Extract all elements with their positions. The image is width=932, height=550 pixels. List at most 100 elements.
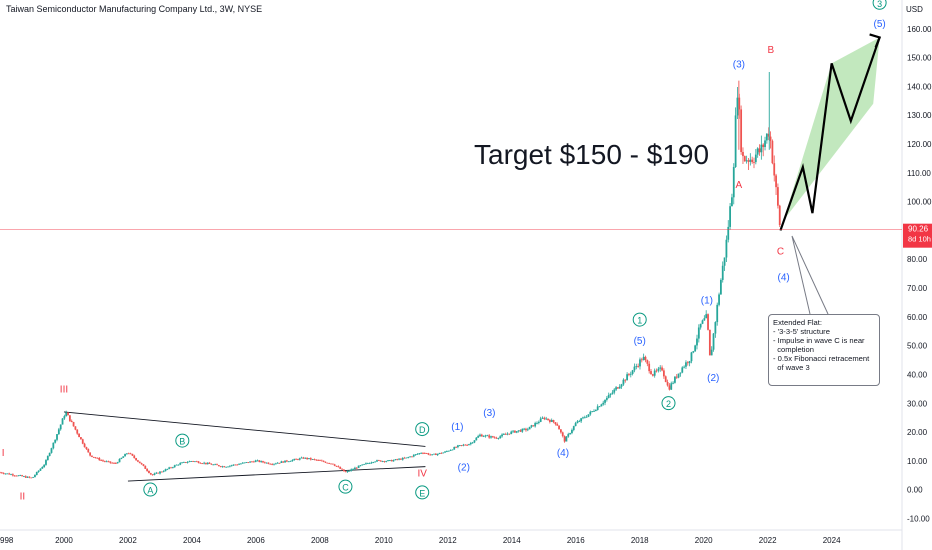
candle-body [311,459,314,460]
x-tick-label: 2016 [567,536,585,545]
target-annotation: Target $150 - $190 [474,139,709,170]
wave-label: (4) [557,448,569,459]
candle-body [326,462,329,464]
candle-body [751,159,754,163]
candle-body [659,367,662,369]
x-tick-label: 2000 [55,536,73,545]
x-tick-label: 2024 [823,536,841,545]
candle-body [552,419,555,423]
candle-body [528,426,531,430]
candle-body [497,438,500,439]
candle-body [565,436,568,442]
candle-body [754,154,757,163]
y-tick-label: 100.00 [907,198,932,207]
candle-body [330,463,332,465]
candle-body [109,461,112,463]
candle-body [526,429,529,431]
candle-body [514,430,516,433]
y-tick-label: 40.00 [907,370,928,379]
y-tick-label: 50.00 [907,342,928,351]
candle-body [451,449,454,451]
candle-body [28,476,31,478]
candle-body [383,461,386,462]
x-tick-label: 998 [0,536,14,545]
candle-body [668,385,671,390]
candle-body [100,460,103,461]
candle-body [297,459,299,460]
candle-body [683,366,686,368]
candle-body [701,320,704,324]
candle-body [664,376,667,383]
candle-body [662,370,665,377]
candle-body [223,466,226,468]
candle-body [138,461,141,464]
y-tick-label: -10.00 [907,514,930,523]
time-axis[interactable]: 998 2000 2002 2004 2006 2008 2010 2012 2014 2016 2… [0,536,841,545]
candle-body [245,462,248,463]
x-tick-label: 2012 [439,536,457,545]
candle-body [690,352,693,362]
candle-body [249,461,252,463]
candle-body [482,436,485,438]
candle-body [210,463,213,465]
candle-body [361,464,364,466]
candle-body [457,445,459,448]
candle-body [271,464,274,465]
candle-body [125,453,128,455]
candle-body [560,429,562,433]
candle-body [365,463,367,465]
candle-body [694,345,697,352]
candle-body [32,476,35,478]
candle-body [455,447,457,448]
candle-body [214,464,217,466]
candle-body [379,460,382,462]
candle-body [501,434,503,437]
candle-body [534,423,537,427]
candle-body [8,473,11,475]
candle-body [539,418,542,422]
wave-label-circle [872,0,887,10]
candle-body [567,434,570,437]
candle-body [372,462,375,463]
candle-body [11,474,14,476]
candle-body [407,457,410,458]
candle-body [677,373,680,378]
wave-label-circle [415,485,430,500]
candle-body [377,460,380,461]
candle-body [594,409,597,412]
candle-body [344,471,347,473]
x-tick-label: 2018 [631,536,649,545]
candle-body [525,428,527,431]
wave-label: (1) [451,422,463,433]
candle-body [122,456,125,458]
candle-body [155,472,158,474]
candle-body [762,144,765,148]
candle-body [631,370,634,374]
candle-body [164,469,167,472]
candle-body [646,360,649,364]
currency-label[interactable]: USD [906,5,923,14]
candle-body [350,469,353,471]
wave-label: (2) [458,463,470,474]
candle-body [315,459,318,461]
candle-body [34,474,36,477]
candle-body [280,461,283,464]
candle-body [760,144,763,153]
candle-body [217,465,220,467]
y-tick-label: 20.00 [907,428,928,437]
candle-body [368,463,371,465]
price-axis[interactable]: 160.00 150.00 140.00 130.00 120.00 110.00 100.… [907,25,932,524]
candle-body [491,436,494,438]
candle-body [617,387,619,389]
candle-body [512,430,514,432]
y-tick-label: 0.00 [907,486,923,495]
wave-label-circle [661,396,676,411]
candle-body [578,421,581,423]
candle-body [434,453,437,456]
candle-body [328,463,331,464]
candle-body [208,462,211,464]
candle-body [232,464,235,466]
candle-body [26,476,29,478]
price-line-group: 90.26 8d 10h [0,223,932,248]
